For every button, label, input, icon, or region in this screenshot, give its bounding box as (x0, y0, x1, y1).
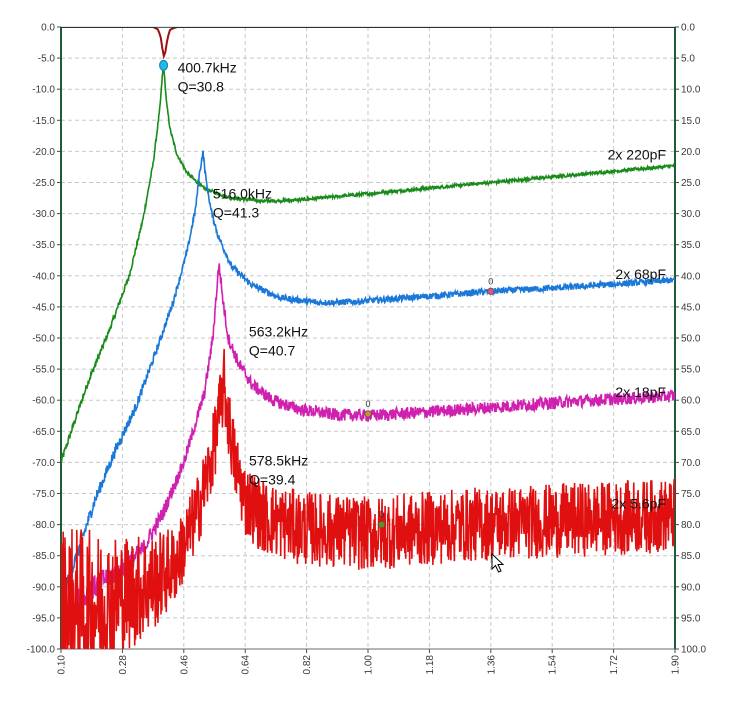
peak-annotation-q: Q=39.4 (249, 472, 296, 488)
y-tick-label-left: -30.0 (32, 209, 55, 220)
y-tick-label-right: 25.0 (681, 178, 701, 189)
y-tick-label-left: -70.0 (32, 458, 55, 469)
y-tick-label-left: 0.0 (41, 23, 55, 34)
x-tick-label: 1.00 (364, 655, 375, 675)
trace-label: 2x 18pF (615, 384, 666, 400)
mouse-cursor-icon (491, 553, 505, 573)
y-tick-label-right: 30.0 (681, 209, 701, 220)
y-tick-label-right: 95.0 (681, 613, 701, 624)
peak-annotation-q: Q=41.3 (213, 204, 260, 220)
data-marker-label: 0 (365, 399, 370, 409)
x-tick-label: 1.36 (486, 655, 497, 675)
y-tick-label-right: 45.0 (681, 302, 701, 313)
y-tick-label-left: -40.0 (32, 271, 55, 282)
x-tick-label: 0.64 (241, 655, 252, 675)
y-tick-label-left: -65.0 (32, 427, 55, 438)
y-tick-label-right: 70.0 (681, 458, 701, 469)
peak-annotation-frequency: 563.2kHz (249, 323, 308, 339)
y-tick-label-left: -45.0 (32, 302, 55, 313)
y-tick-label-left: -10.0 (32, 85, 55, 96)
y-tick-label-right: 80.0 (681, 520, 701, 531)
y-tick-label-left: -25.0 (32, 178, 55, 189)
y-tick-label-left: -20.0 (32, 147, 55, 158)
x-tick-label: 0.28 (118, 655, 129, 675)
y-tick-label-left: -75.0 (32, 489, 55, 500)
x-tick-label: 1.90 (671, 655, 682, 675)
y-tick-label-left: -95.0 (32, 613, 55, 624)
y-tick-label-right: 75.0 (681, 489, 701, 500)
series-line-3 (61, 348, 675, 649)
y-tick-label-right: 85.0 (681, 551, 701, 562)
y-tick-label-right: 35.0 (681, 240, 701, 251)
x-tick-label: 0.82 (302, 655, 313, 675)
data-marker-label: 0 (488, 276, 493, 286)
y-tick-label-left: -35.0 (32, 240, 55, 251)
trace-label: 2x 5.6pF (612, 495, 666, 511)
y-tick-label-right: 90.0 (681, 582, 701, 593)
y-tick-label-left: -5.0 (38, 54, 56, 65)
y-tick-label-right: 15.0 (681, 116, 701, 127)
y-tick-label-left: -90.0 (32, 582, 55, 593)
y-tick-label-right: 0.0 (681, 23, 695, 34)
y-tick-label-right: 10.0 (681, 85, 701, 96)
peak-marker (159, 59, 169, 71)
peak-annotation-frequency: 400.7kHz (178, 59, 237, 75)
series-line-2 (61, 263, 675, 617)
x-tick-label: 0.46 (179, 655, 190, 675)
y-tick-label-left: -60.0 (32, 396, 55, 407)
peak-annotation-frequency: 516.0kHz (213, 185, 272, 201)
peak-annotation-frequency: 578.5kHz (249, 453, 308, 469)
y-tick-label-left: -55.0 (32, 365, 55, 376)
series-line-4 (61, 27, 675, 60)
y-tick-label-left: -100.0 (27, 645, 56, 656)
y-tick-label-right: 20.0 (681, 147, 701, 158)
x-tick-label: 1.72 (609, 655, 620, 675)
y-tick-label-left: -15.0 (32, 116, 55, 127)
data-marker (378, 520, 386, 529)
x-tick-label: 1.54 (548, 655, 559, 675)
y-tick-label-left: -80.0 (32, 520, 55, 531)
data-marker (364, 410, 372, 418)
y-tick-label-right: 55.0 (681, 365, 701, 376)
data-marker (487, 287, 495, 295)
y-tick-label-right: 40.0 (681, 271, 701, 282)
trace-label: 2x 220pF (608, 147, 666, 163)
series-line-1 (61, 150, 675, 603)
y-tick-label-right: 5.0 (681, 54, 695, 65)
x-tick-label: 0.10 (57, 655, 68, 675)
y-tick-label-right: 60.0 (681, 396, 701, 407)
trace-label: 2x 68pF (615, 266, 666, 282)
y-tick-label-right: 50.0 (681, 334, 701, 345)
data-marker-label: 0 (379, 510, 384, 520)
peak-annotation-q: Q=30.8 (178, 78, 225, 94)
y-tick-label-left: -85.0 (32, 551, 55, 562)
y-tick-label-right: 100.0 (681, 645, 706, 656)
peak-annotation-q: Q=40.7 (249, 342, 296, 358)
x-tick-label: 1.18 (425, 655, 436, 675)
y-tick-label-right: 65.0 (681, 427, 701, 438)
y-tick-label-left: -50.0 (32, 334, 55, 345)
